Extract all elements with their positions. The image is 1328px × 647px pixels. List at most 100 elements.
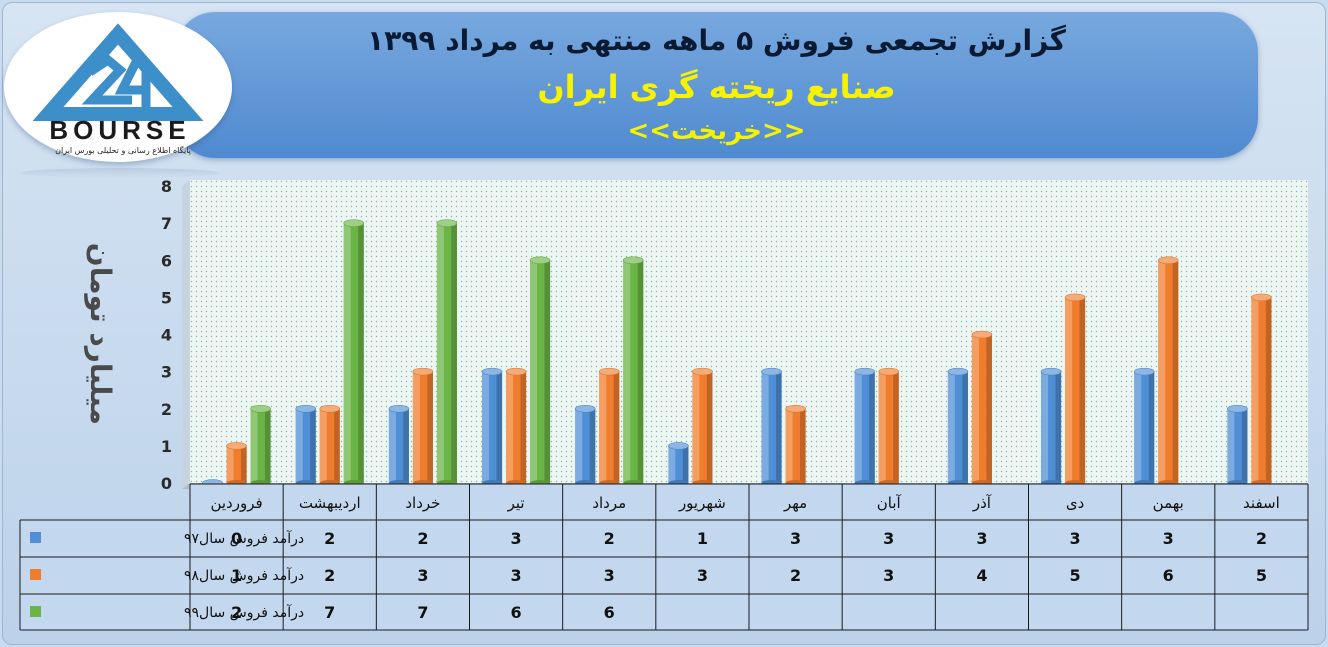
legend-swatch: [30, 606, 41, 617]
data-label: 3: [883, 566, 894, 585]
data-label: 2: [417, 529, 428, 548]
bar-highlight: [1134, 371, 1142, 483]
bar-highlight: [530, 260, 538, 483]
bar-top: [878, 367, 900, 376]
bar: [1251, 293, 1272, 486]
legend-label: درآمد فروش سال۹۹: [184, 604, 304, 621]
bar-shade: [1079, 297, 1086, 483]
bar-top: [319, 404, 341, 413]
bar-shade: [1265, 297, 1272, 483]
bar-highlight: [436, 223, 444, 483]
bar-top: [529, 256, 551, 265]
header-banner: گزارش تجمعی فروش ۵ ماهه منتهی به مرداد ۱…: [175, 12, 1258, 158]
plot-side-wall: [182, 180, 190, 489]
bar-top: [692, 367, 713, 376]
data-label: 3: [511, 566, 522, 585]
bar-shade: [1241, 408, 1248, 483]
bar-top: [1251, 293, 1272, 302]
bar-highlight: [971, 334, 979, 483]
bar-top: [250, 404, 271, 413]
bar-highlight: [668, 445, 676, 483]
logo-word: BOURSE: [49, 115, 191, 145]
bar-top: [343, 219, 365, 227]
x-tick-label: مهر: [783, 494, 807, 512]
bourse-logo-icon: [32, 23, 204, 121]
y-tick-label: 2: [161, 400, 172, 419]
bar-top: [761, 367, 782, 376]
bar-shade: [451, 223, 457, 483]
bar-highlight: [1227, 408, 1235, 483]
bar-highlight: [412, 371, 420, 483]
legend-label: درآمد فروش سال۹۷: [184, 530, 304, 547]
bar-highlight: [878, 371, 886, 483]
bar-top: [1157, 256, 1179, 265]
data-label: 5: [1256, 566, 1267, 585]
bar: [785, 404, 806, 486]
bar-top: [785, 404, 806, 413]
bar-shade: [334, 408, 340, 483]
bar-shade: [986, 334, 992, 483]
data-label: 3: [604, 566, 615, 585]
y-tick-label: 7: [161, 214, 172, 233]
data-label: 6: [604, 603, 615, 622]
y-tick-label: 1: [161, 437, 172, 456]
bar-top: [1133, 367, 1155, 376]
bar-highlight: [482, 371, 490, 483]
legend-swatch: [30, 532, 41, 543]
bar: [947, 367, 969, 486]
bar: [226, 442, 247, 486]
legend-label: درآمد فروش سال۹۸: [184, 567, 304, 584]
bar-top: [668, 442, 689, 450]
report-title: گزارش تجمعی فروش ۵ ماهه منتهی به مرداد ۱…: [367, 24, 1066, 57]
x-tick-label: آذر: [972, 494, 992, 512]
bar-top: [1064, 293, 1086, 302]
bar: [505, 367, 527, 486]
bar-highlight: [388, 408, 396, 483]
x-tick-label: دی: [1066, 494, 1084, 512]
bar: [529, 256, 551, 486]
bar-top: [1040, 367, 1062, 376]
x-tick-label: آبان: [877, 494, 902, 512]
bar: [1064, 293, 1086, 486]
bar-top: [481, 367, 503, 376]
bar-highlight: [226, 445, 234, 483]
bar-highlight: [250, 408, 258, 483]
bar-shade: [682, 445, 689, 483]
bar-highlight: [947, 371, 955, 483]
bar-top: [1227, 404, 1248, 413]
data-label: 6: [511, 603, 522, 622]
y-tick-label: 5: [161, 288, 172, 307]
bar-shade: [240, 445, 247, 483]
bar: [761, 367, 782, 486]
bar-highlight: [1065, 297, 1073, 483]
data-label: 2: [604, 529, 615, 548]
bar-top: [388, 404, 410, 413]
bar-top: [226, 442, 247, 450]
bar-top: [598, 367, 620, 376]
company-name: صنایع ریخته گری ایران: [537, 68, 896, 106]
bar: [1133, 367, 1155, 486]
bar-shade: [310, 408, 316, 483]
data-label: 7: [324, 603, 335, 622]
data-label: 2: [324, 566, 335, 585]
bar-shade: [893, 371, 899, 483]
y-tick-label: 4: [161, 326, 172, 345]
bar-shade: [962, 371, 968, 483]
x-tick-label: اسفند: [1243, 494, 1280, 512]
bar-shade: [1055, 371, 1062, 483]
bourse-logo: BOURSE پایگاه اطلاع رسانی و تحلیلی بورس …: [4, 12, 232, 162]
data-label: 3: [883, 529, 894, 548]
bar-shade: [775, 371, 782, 483]
bar-shade: [358, 223, 364, 483]
x-tick-label: تیر: [507, 494, 525, 512]
bar: [388, 404, 410, 486]
data-label: 3: [790, 529, 801, 548]
bar: [668, 442, 689, 486]
x-tick-label: فروردین: [210, 494, 262, 512]
bar-shade: [1148, 371, 1155, 483]
legend-swatch: [30, 569, 41, 580]
data-label: 1: [697, 529, 708, 548]
data-label: 3: [1163, 529, 1174, 548]
bar-shade: [613, 371, 620, 483]
